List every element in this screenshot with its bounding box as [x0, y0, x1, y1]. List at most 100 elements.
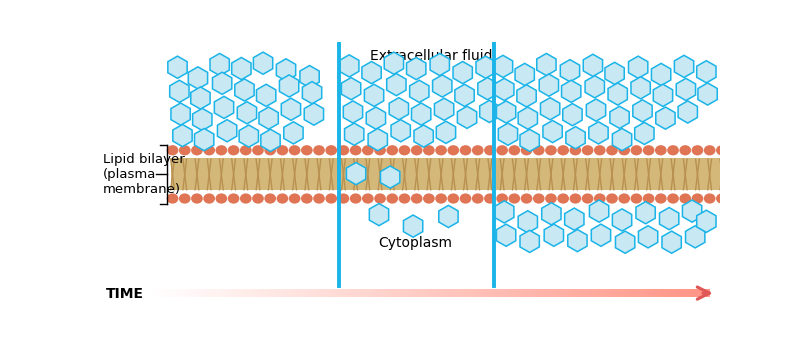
Ellipse shape — [716, 145, 728, 156]
Ellipse shape — [435, 145, 447, 156]
Bar — [269, 289, 274, 297]
Bar — [390, 289, 396, 297]
Polygon shape — [566, 127, 586, 149]
Bar — [474, 289, 480, 297]
Ellipse shape — [386, 193, 398, 204]
Bar — [376, 289, 382, 297]
Bar — [526, 289, 531, 297]
Ellipse shape — [326, 193, 337, 204]
Ellipse shape — [667, 193, 679, 204]
Ellipse shape — [691, 145, 703, 156]
Ellipse shape — [386, 145, 398, 156]
Bar — [315, 289, 321, 297]
Polygon shape — [697, 61, 716, 83]
Ellipse shape — [630, 193, 642, 204]
Polygon shape — [391, 120, 410, 142]
Bar — [302, 289, 306, 297]
Bar — [648, 289, 654, 297]
Bar — [578, 289, 583, 297]
Bar — [367, 289, 372, 297]
Bar — [362, 289, 367, 297]
Ellipse shape — [277, 193, 288, 204]
Ellipse shape — [350, 193, 362, 204]
Bar — [226, 289, 231, 297]
Ellipse shape — [570, 145, 582, 156]
Polygon shape — [433, 75, 452, 97]
Bar — [338, 289, 344, 297]
Bar — [348, 289, 354, 297]
Bar — [170, 289, 175, 297]
Ellipse shape — [240, 193, 252, 204]
Ellipse shape — [447, 193, 459, 204]
Ellipse shape — [350, 145, 362, 156]
Ellipse shape — [496, 193, 508, 204]
Polygon shape — [544, 224, 563, 246]
Ellipse shape — [301, 145, 313, 156]
Polygon shape — [543, 120, 562, 143]
Ellipse shape — [509, 145, 520, 156]
Polygon shape — [284, 122, 303, 144]
Bar — [587, 289, 593, 297]
Polygon shape — [589, 122, 608, 144]
Ellipse shape — [338, 193, 350, 204]
Polygon shape — [300, 65, 319, 88]
Polygon shape — [517, 85, 536, 107]
Polygon shape — [455, 84, 474, 106]
Bar — [386, 289, 391, 297]
Polygon shape — [608, 83, 627, 105]
Polygon shape — [654, 84, 673, 106]
Polygon shape — [585, 76, 605, 98]
Bar — [325, 289, 330, 297]
Ellipse shape — [618, 193, 630, 204]
Polygon shape — [560, 60, 580, 82]
Bar — [456, 289, 462, 297]
Ellipse shape — [228, 145, 239, 156]
Ellipse shape — [594, 145, 606, 156]
Bar — [676, 289, 682, 297]
Bar — [507, 289, 513, 297]
Polygon shape — [368, 128, 387, 151]
Ellipse shape — [228, 193, 239, 204]
Polygon shape — [188, 67, 208, 89]
Bar — [273, 289, 278, 297]
Bar — [686, 289, 691, 297]
Ellipse shape — [411, 145, 422, 156]
Bar — [151, 289, 157, 297]
Polygon shape — [537, 54, 556, 76]
Ellipse shape — [264, 193, 276, 204]
Ellipse shape — [496, 145, 508, 156]
Polygon shape — [583, 54, 602, 77]
Ellipse shape — [326, 145, 337, 156]
Polygon shape — [254, 52, 273, 74]
Bar — [667, 289, 672, 297]
Ellipse shape — [423, 193, 434, 204]
Bar — [494, 289, 498, 297]
Polygon shape — [366, 107, 386, 129]
Bar — [630, 289, 634, 297]
Bar — [658, 289, 663, 297]
Ellipse shape — [203, 145, 215, 156]
Polygon shape — [453, 62, 472, 84]
Polygon shape — [434, 98, 454, 120]
Bar — [207, 289, 213, 297]
Bar — [489, 289, 494, 297]
Polygon shape — [406, 57, 426, 80]
Polygon shape — [476, 56, 495, 78]
Ellipse shape — [166, 193, 178, 204]
Bar — [606, 289, 611, 297]
Polygon shape — [541, 98, 560, 120]
Polygon shape — [259, 107, 278, 129]
Ellipse shape — [606, 145, 618, 156]
Polygon shape — [257, 84, 276, 106]
Polygon shape — [515, 63, 534, 86]
Bar — [171, 158, 723, 190]
Bar — [287, 289, 293, 297]
Bar — [202, 289, 208, 297]
Bar — [240, 289, 246, 297]
Ellipse shape — [472, 193, 483, 204]
Bar — [634, 289, 639, 297]
Polygon shape — [430, 54, 450, 76]
Polygon shape — [565, 208, 584, 230]
Bar — [264, 289, 269, 297]
Ellipse shape — [398, 193, 410, 204]
